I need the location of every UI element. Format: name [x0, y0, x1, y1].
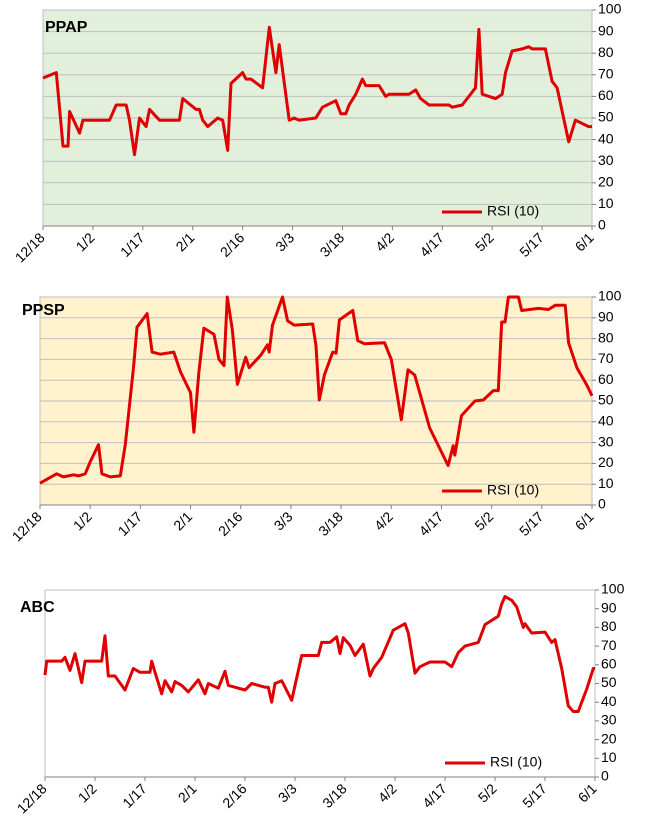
x-tick-label: 5/2 — [475, 780, 500, 805]
rsi-line — [39, 295, 594, 485]
x-tick-label: 5/17 — [519, 780, 550, 811]
y-tick-label: 30 — [601, 712, 617, 728]
x-tick-label: 4/17 — [419, 780, 450, 811]
y-tick-label: 40 — [601, 693, 617, 709]
y-tick-label: 90 — [601, 599, 617, 615]
x-tick-label: 1/17 — [115, 508, 146, 539]
y-tick-label: 10 — [598, 475, 614, 491]
x-tick-label: 1/17 — [117, 229, 148, 260]
y-tick-label: 20 — [598, 454, 614, 470]
legend-label: RSI (10) — [487, 482, 539, 498]
y-tick-label: 70 — [598, 350, 614, 366]
y-tick-label: 20 — [601, 730, 617, 746]
y-tick-label: 60 — [601, 656, 617, 672]
x-tick-label: 5/2 — [472, 229, 497, 254]
y-tick-label: 0 — [601, 768, 609, 784]
x-tick-label: 1/2 — [70, 508, 95, 533]
y-tick-label: 30 — [598, 433, 614, 449]
x-tick-label: 12/18 — [14, 780, 50, 816]
plot-area — [44, 589, 596, 778]
y-tick-label: 70 — [601, 637, 617, 653]
y-tick-label: 40 — [598, 130, 614, 146]
x-tick-label: 12/18 — [12, 229, 48, 265]
x-tick-label: 2/16 — [215, 508, 246, 539]
x-tick-label: 3/3 — [275, 780, 300, 805]
x-tick-label: 5/17 — [516, 229, 547, 260]
y-tick-label: 100 — [598, 1, 622, 17]
x-tick-label: 6/1 — [572, 508, 597, 533]
x-tick-label: 2/1 — [170, 508, 195, 533]
x-tick-label: 6/1 — [572, 229, 597, 254]
x-tick-label: 3/18 — [317, 229, 348, 260]
x-tick-label: 4/17 — [416, 229, 447, 260]
x-tick-label: 2/16 — [219, 780, 250, 811]
x-tick-label: 2/1 — [172, 229, 197, 254]
y-tick-label: 100 — [598, 288, 622, 304]
y-tick-label: 80 — [598, 44, 614, 60]
legend-label: RSI (10) — [487, 203, 539, 219]
x-tick-label: 4/17 — [416, 508, 447, 539]
y-tick-label: 40 — [598, 413, 614, 429]
y-tick-label: 50 — [601, 674, 617, 690]
chart-title: PPSP — [22, 302, 65, 319]
x-tick-label: 1/2 — [75, 780, 100, 805]
x-tick-label: 4/2 — [371, 508, 396, 533]
chart-title: PPAP — [45, 19, 88, 36]
y-tick-label: 50 — [598, 392, 614, 408]
y-tick-label: 70 — [598, 66, 614, 82]
x-tick-label: 6/1 — [575, 780, 600, 805]
x-tick-label: 4/2 — [372, 229, 397, 254]
y-tick-label: 0 — [598, 217, 606, 233]
legend-label: RSI (10) — [490, 754, 542, 770]
y-tick-label: 60 — [598, 371, 614, 387]
x-tick-label: 5/17 — [516, 508, 547, 539]
y-tick-label: 50 — [598, 109, 614, 125]
rsi-line — [43, 595, 595, 713]
y-tick-label: 10 — [601, 749, 617, 765]
x-tick-label: 3/3 — [272, 229, 297, 254]
y-tick-label: 90 — [598, 22, 614, 38]
x-tick-label: 2/16 — [217, 229, 248, 260]
y-tick-label: 90 — [598, 309, 614, 325]
y-tick-label: 10 — [598, 195, 614, 211]
y-tick-label: 20 — [598, 174, 614, 190]
x-tick-label: 4/2 — [375, 780, 400, 805]
rsi-line — [42, 25, 592, 157]
x-tick-label: 1/2 — [73, 229, 98, 254]
y-tick-label: 30 — [598, 152, 614, 168]
x-tick-label: 12/18 — [9, 508, 45, 544]
x-tick-label: 1/17 — [119, 780, 150, 811]
x-tick-label: 3/3 — [271, 508, 296, 533]
chart-title: ABC — [20, 599, 55, 616]
y-tick-label: 0 — [598, 496, 606, 512]
x-tick-label: 2/1 — [175, 780, 200, 805]
y-tick-label: 100 — [601, 581, 625, 597]
y-tick-label: 60 — [598, 87, 614, 103]
y-tick-label: 80 — [601, 618, 617, 634]
x-tick-label: 5/2 — [471, 508, 496, 533]
y-tick-label: 80 — [598, 329, 614, 345]
x-tick-label: 3/18 — [315, 508, 346, 539]
x-tick-label: 3/18 — [319, 780, 350, 811]
